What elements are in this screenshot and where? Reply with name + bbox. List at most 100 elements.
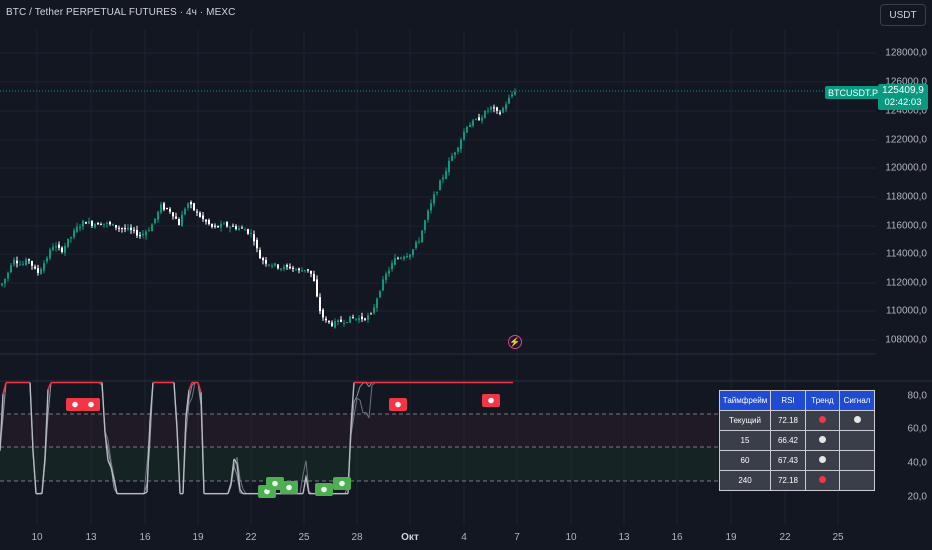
last-price-box: 125409,9 02:42:03 xyxy=(878,84,928,110)
rsi-line-slow xyxy=(188,397,193,405)
date-tick-label: 22 xyxy=(245,532,257,543)
candle-body xyxy=(73,230,75,238)
candle-body xyxy=(22,263,24,265)
tf-cell: 15 xyxy=(719,430,771,451)
candle-body xyxy=(457,147,459,152)
currency-button[interactable]: USDT xyxy=(880,4,926,26)
sell-signal-marker-dot xyxy=(88,401,94,408)
rsi-line-slow xyxy=(302,460,307,475)
date-tick-label: 16 xyxy=(671,532,683,543)
candle-body xyxy=(364,318,366,320)
candle-body xyxy=(55,246,57,248)
candle-body xyxy=(91,221,93,226)
candle-body xyxy=(4,278,6,284)
candle-body xyxy=(343,322,345,324)
candle-body xyxy=(31,261,33,266)
candle-body xyxy=(460,139,462,150)
signal-cell xyxy=(839,430,875,451)
rsi-line-main xyxy=(197,382,202,393)
candle-body xyxy=(346,322,348,324)
rsi-line-main xyxy=(47,382,52,390)
candle-body xyxy=(292,267,294,269)
candle-body xyxy=(19,264,21,266)
rsi-line-main xyxy=(233,458,238,464)
candle-body xyxy=(1,283,3,286)
price-tick-label: 116000,0 xyxy=(886,220,927,232)
candle-body xyxy=(43,263,45,271)
rsi-line-main xyxy=(101,382,106,433)
candle-body xyxy=(211,223,213,227)
candle-body xyxy=(514,91,516,95)
candle-body xyxy=(472,120,474,126)
candle-body xyxy=(385,273,387,281)
sell-signal-marker xyxy=(389,398,407,411)
grid-lines xyxy=(0,30,876,525)
candle-body xyxy=(406,255,408,258)
candle-body xyxy=(61,247,63,252)
candle-body xyxy=(277,264,279,269)
date-tick-label: 13 xyxy=(85,532,97,543)
candle-body xyxy=(376,298,378,308)
candle-body xyxy=(127,227,129,230)
signal-table-header-row: Таймфрейм RSI Тренд Сигнал xyxy=(719,390,875,411)
candle-body xyxy=(283,266,285,270)
candle-body xyxy=(217,225,219,228)
price-tick-label: 120000,0 xyxy=(885,162,927,174)
lightning-icon[interactable]: ⚡ xyxy=(508,335,522,349)
rsi-line-mid xyxy=(359,382,364,387)
rsi-line-slow xyxy=(305,460,310,492)
price-tick-label: 108000,0 xyxy=(885,334,927,346)
candle-body xyxy=(205,219,207,222)
buy-signal-marker xyxy=(315,483,333,496)
candle-body xyxy=(214,225,216,227)
candle-body xyxy=(169,208,171,212)
candle-body xyxy=(124,228,126,230)
rsi-line-slow xyxy=(185,403,190,434)
candle-body xyxy=(259,250,261,259)
candle-body xyxy=(244,229,246,231)
rsi-line-main xyxy=(107,460,112,468)
rsi-line-slow xyxy=(143,463,148,494)
rsi-line-slow xyxy=(107,439,112,462)
sell-signal-marker xyxy=(66,398,84,411)
oscillator-tick-label: 20,0 xyxy=(907,491,927,503)
oscillator-tick-label: 80,0 xyxy=(907,390,927,402)
buy-signal-marker xyxy=(333,477,351,490)
buy-signal-marker-dot xyxy=(286,484,292,491)
candle-body xyxy=(16,260,18,264)
rsi-line-mid xyxy=(143,483,148,494)
candle-body xyxy=(316,279,318,297)
candle-body xyxy=(46,258,48,262)
candle-body xyxy=(142,233,144,236)
candle-body xyxy=(112,223,114,226)
candle-body xyxy=(442,177,444,180)
candle-body xyxy=(445,170,447,179)
rsi-line-main xyxy=(182,416,187,494)
candle-body xyxy=(229,226,231,229)
candle-body xyxy=(424,220,426,230)
candle-body xyxy=(451,155,453,161)
candle-body xyxy=(280,268,282,270)
candle-body xyxy=(355,318,357,320)
candle-body xyxy=(172,212,174,217)
white-dot-icon xyxy=(853,416,861,423)
candle-body xyxy=(79,227,81,229)
candle-body xyxy=(328,320,330,323)
candle-body xyxy=(448,160,450,173)
candle-body xyxy=(247,229,249,234)
rsi-line-main xyxy=(0,394,4,451)
date-tick-label: 10 xyxy=(565,532,577,543)
rsi-line-slow xyxy=(299,474,304,494)
candle-body xyxy=(295,269,297,271)
candle-body xyxy=(25,259,27,265)
tf-cell: 60 xyxy=(719,450,771,471)
candle-body xyxy=(175,216,177,219)
date-tick-label: 25 xyxy=(832,532,844,543)
candle-body xyxy=(151,224,153,232)
candle-body xyxy=(463,131,465,140)
overbought-zone xyxy=(0,414,718,447)
candle-body xyxy=(487,110,489,112)
candle-body xyxy=(508,97,510,104)
candle-body xyxy=(130,227,132,230)
